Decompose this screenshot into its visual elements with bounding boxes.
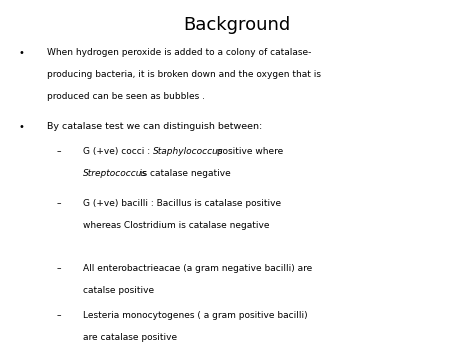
Text: Streptococcus: Streptococcus — [83, 169, 147, 178]
Text: •: • — [19, 48, 25, 58]
Text: are catalase positive: are catalase positive — [83, 333, 177, 342]
Text: –: – — [57, 264, 61, 273]
Text: By catalase test we can distinguish between:: By catalase test we can distinguish betw… — [47, 122, 263, 131]
Text: positive where: positive where — [211, 147, 283, 156]
Text: producing bacteria, it is broken down and the oxygen that is: producing bacteria, it is broken down an… — [47, 70, 321, 79]
Text: •: • — [19, 122, 25, 132]
Text: –: – — [57, 147, 61, 156]
Text: G (+ve) bacilli : Bacillus is catalase positive: G (+ve) bacilli : Bacillus is catalase p… — [83, 199, 281, 208]
Text: Background: Background — [183, 16, 291, 34]
Text: Lesteria monocytogenes ( a gram positive bacilli): Lesteria monocytogenes ( a gram positive… — [83, 311, 308, 320]
Text: is catalase negative: is catalase negative — [137, 169, 230, 178]
Text: –: – — [57, 311, 61, 320]
Text: whereas Clostridium is catalase negative: whereas Clostridium is catalase negative — [83, 221, 269, 230]
Text: Staphylococcus: Staphylococcus — [153, 147, 224, 156]
Text: All enterobactrieacae (a gram negative bacilli) are: All enterobactrieacae (a gram negative b… — [83, 264, 312, 273]
Text: When hydrogen peroxide is added to a colony of catalase-: When hydrogen peroxide is added to a col… — [47, 48, 312, 57]
Text: catalse positive: catalse positive — [83, 286, 154, 295]
Text: G (+ve) cocci :: G (+ve) cocci : — [83, 147, 156, 156]
Text: –: – — [57, 199, 61, 208]
Text: produced can be seen as bubbles .: produced can be seen as bubbles . — [47, 92, 205, 101]
